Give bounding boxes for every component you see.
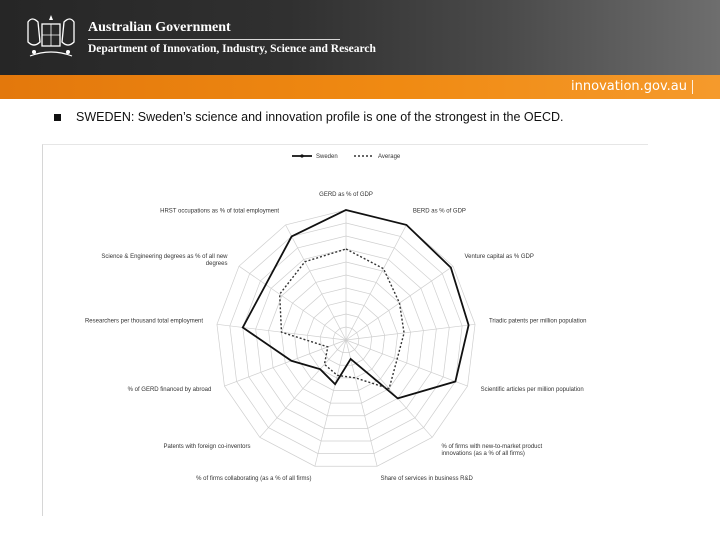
government-title: Australian Government: [88, 20, 231, 35]
grid-ring: [216, 209, 476, 467]
site-url-link[interactable]: innovation.gov.au: [571, 79, 687, 94]
axis-label: Science & Engineering degrees as % of al…: [101, 254, 228, 267]
series-line-sweden: [241, 209, 470, 400]
header-banner: Australian Government Department of Inno…: [0, 0, 720, 75]
radar-spokes: [216, 210, 476, 467]
axis-label: BERD as % of GDP: [413, 208, 466, 214]
axis-spoke: [314, 339, 347, 467]
axis-spoke: [259, 339, 347, 438]
grid-ring: [281, 274, 411, 404]
legend-label: Sweden: [316, 154, 338, 160]
axis-spoke: [238, 265, 347, 341]
chart-frame: [42, 144, 648, 516]
grid-ring: [255, 248, 437, 429]
axis-spoke: [345, 224, 407, 341]
axis-label: Triadic patents per million population: [489, 319, 587, 325]
accent-bar: [0, 75, 720, 99]
grid-ring: [229, 222, 463, 454]
radar-chart: GERD as % of GDP BERD as % of GDP Venture …: [85, 154, 586, 482]
legend-label: Average: [378, 154, 401, 160]
radar-grid: [216, 209, 476, 467]
department-title: Department of Innovation, Industry, Scie…: [88, 43, 376, 55]
grid-ring: [332, 326, 360, 353]
axis-spoke: [345, 339, 378, 467]
banner-divider: [88, 39, 340, 40]
axis-spoke: [285, 224, 347, 341]
axis-label: Venture capital as % GDP: [465, 254, 534, 260]
axis-label: Share of services in business R&D: [380, 476, 473, 482]
series-line-average: [278, 248, 405, 390]
axis-label: Scientific articles per million populati…: [481, 387, 584, 393]
axis-spoke: [345, 323, 476, 341]
axis-label: Patents with foreign co-inventors: [163, 444, 250, 450]
coat-of-arms-icon: [27, 15, 75, 57]
axis-label: Researchers per thousand total employmen…: [85, 319, 203, 325]
axis-label: % of firms with new-to-market product inn…: [441, 444, 542, 457]
axis-spoke: [345, 339, 468, 387]
axis-labels: GERD as % of GDP BERD as % of GDP Venture …: [85, 192, 586, 482]
axis-label: GERD as % of GDP: [319, 192, 373, 198]
grid-ring: [294, 287, 398, 391]
legend-marker: [300, 154, 304, 158]
bullet-text: SWEDEN: Sweden’s science and innovation …: [76, 110, 564, 124]
grid-ring: [306, 300, 386, 379]
axis-spoke: [224, 339, 347, 387]
axis-label: % of GERD financed by abroad: [128, 387, 212, 393]
axis-label: % of firms collaborating (as a % of all …: [196, 476, 311, 482]
url-divider: [692, 80, 693, 94]
chart-legend: Sweden Average: [292, 154, 401, 160]
grid-ring: [268, 261, 424, 417]
axis-label: HRST occupations as % of total employmen…: [160, 208, 279, 214]
bullet-icon: [54, 114, 61, 121]
grid-ring: [242, 235, 450, 442]
radar-series: [241, 209, 470, 400]
